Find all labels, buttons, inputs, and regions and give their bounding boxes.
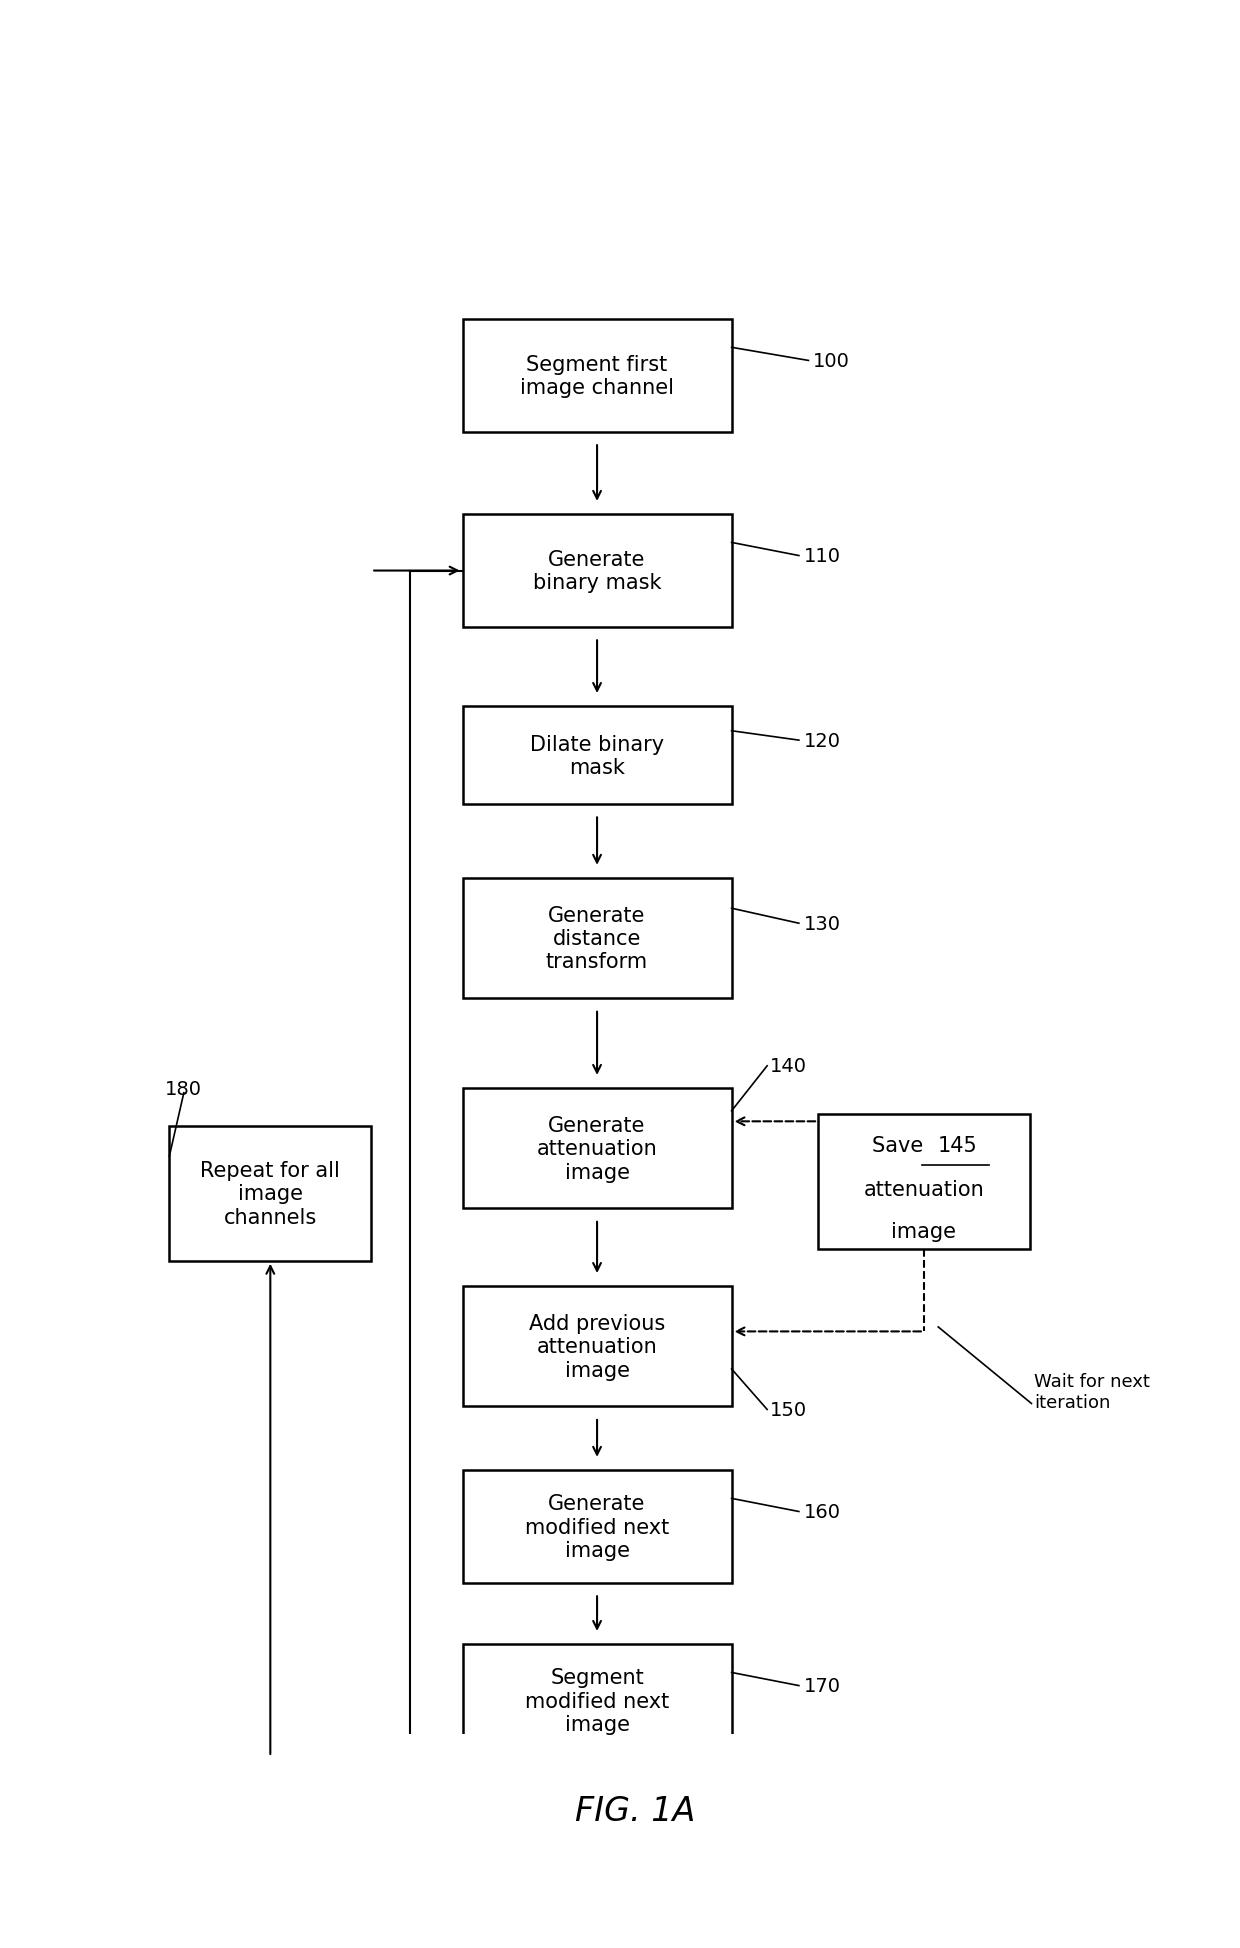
Bar: [463, 1471, 732, 1584]
Text: 120: 120: [804, 730, 841, 750]
Text: Save: Save: [872, 1136, 937, 1155]
Text: 145: 145: [937, 1136, 977, 1155]
Text: 180: 180: [165, 1079, 202, 1099]
Text: Generate
attenuation
image: Generate attenuation image: [537, 1116, 657, 1182]
Text: image: image: [892, 1221, 956, 1241]
Text: Generate
binary mask: Generate binary mask: [533, 549, 661, 592]
Text: attenuation: attenuation: [863, 1179, 985, 1200]
Text: 100: 100: [813, 353, 851, 370]
Bar: [463, 1288, 732, 1406]
Text: Add previous
attenuation
image: Add previous attenuation image: [529, 1313, 665, 1379]
Text: Wait for next
iteration: Wait for next iteration: [1034, 1371, 1151, 1410]
Bar: [463, 879, 732, 999]
Bar: [463, 514, 732, 627]
Text: Generate
modified next
image: Generate modified next image: [525, 1494, 670, 1560]
Text: Dilate binary
mask: Dilate binary mask: [529, 734, 665, 777]
Text: 170: 170: [804, 1675, 841, 1695]
Text: 110: 110: [804, 547, 841, 565]
Text: 130: 130: [804, 914, 841, 933]
Bar: [463, 1089, 732, 1208]
Text: Repeat for all
image
channels: Repeat for all image channels: [201, 1161, 340, 1227]
Bar: [463, 319, 732, 432]
Text: Generate
distance
transform: Generate distance transform: [546, 906, 649, 972]
Text: Segment
modified next
image: Segment modified next image: [525, 1667, 670, 1734]
Bar: [818, 1114, 1029, 1249]
Text: Segment first
image channel: Segment first image channel: [520, 355, 675, 397]
Text: FIG. 1A: FIG. 1A: [575, 1794, 696, 1827]
Text: 160: 160: [804, 1502, 841, 1521]
Text: 140: 140: [770, 1056, 807, 1075]
Text: 150: 150: [770, 1401, 807, 1420]
Bar: [170, 1126, 371, 1260]
Bar: [463, 1644, 732, 1757]
Bar: [463, 707, 732, 805]
